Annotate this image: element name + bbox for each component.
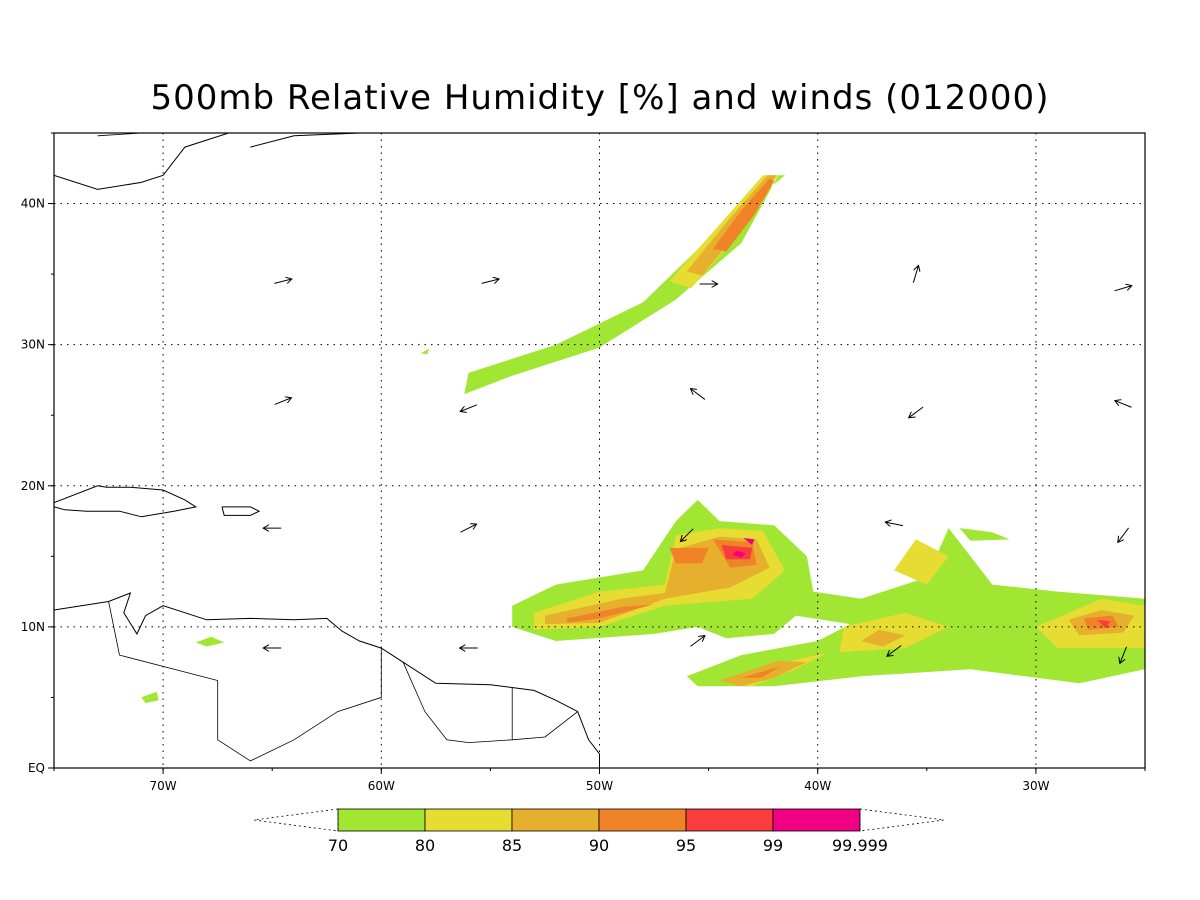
wind-arrow-1 [481, 279, 499, 283]
wind-arrow-3 [912, 265, 918, 283]
colorbar-swatch-1 [424, 808, 513, 832]
x-tick-label: 30W [1022, 779, 1049, 793]
colorbar-level-label: 80 [415, 836, 435, 855]
wind-arrow-17 [690, 636, 704, 647]
humidity-region-22 [743, 538, 755, 545]
coastline-layer [54, 133, 600, 768]
colorbar-swatch-5 [772, 808, 861, 832]
wind-arrow-13 [885, 522, 903, 526]
wind-vector-layer [263, 265, 1132, 663]
map-title: 500mb Relative Humidity [%] and winds (0… [150, 78, 1050, 118]
colorbar: 70 80 85 90 95 99 99.999 [253, 808, 945, 855]
coastline-0 [54, 133, 229, 190]
y-tick-label: 40N [21, 197, 45, 211]
colorbar-level-label: 99.999 [832, 836, 888, 855]
colorbar-swatch-2 [511, 808, 600, 832]
wind-arrow-6 [460, 404, 478, 412]
country-boundary-2 [512, 711, 578, 741]
colorbar-swatch-4 [685, 808, 774, 832]
humidity-region-10 [545, 536, 770, 625]
humidity-region-14 [566, 604, 655, 623]
humidity-fill-layer [141, 175, 1145, 704]
colorbar-level-label: 95 [676, 836, 696, 855]
colorbar-swatch-0 [337, 808, 426, 832]
gridline-layer [54, 133, 1145, 768]
humidity-region-26 [141, 691, 159, 704]
wind-arrow-8 [909, 406, 924, 418]
humidity-region-20 [1097, 619, 1111, 629]
country-boundary-0 [108, 601, 382, 762]
coastline-2 [424, 133, 433, 134]
humidity-region-6 [839, 612, 949, 653]
wind-arrow-4 [1114, 286, 1132, 292]
x-tick-label: 60W [368, 779, 395, 793]
humidity-region-7 [894, 539, 949, 585]
colorbar-low-extension [253, 808, 339, 832]
humidity-region-3 [713, 178, 775, 252]
humidity-region-18 [741, 666, 781, 678]
colorbar-level-label: 85 [502, 836, 522, 855]
humidity-region-15 [669, 547, 709, 564]
y-tick-label: 20N [21, 479, 45, 493]
wind-arrow-7 [690, 389, 706, 400]
x-tick-label: 50W [586, 779, 613, 793]
colorbar-swatch-3 [598, 808, 687, 832]
humidity-region-21 [732, 550, 746, 558]
colorbar-level-label: 99 [763, 836, 783, 855]
colorbar-level-label: 70 [328, 836, 348, 855]
coastline-1 [250, 133, 361, 148]
y-tick-label: EQ [28, 761, 45, 775]
wind-arrow-12 [680, 528, 694, 542]
x-tick-label: 70W [150, 779, 177, 793]
humidity-region-4 [512, 499, 1145, 687]
colorbar-level-label: 90 [589, 836, 609, 855]
wind-arrow-0 [274, 279, 291, 283]
coastline-3 [54, 485, 198, 518]
x-tick-label: 40W [804, 779, 831, 793]
wind-arrow-11 [460, 524, 477, 533]
wind-arrow-19 [1120, 646, 1127, 664]
y-tick-label: 30N [21, 338, 45, 352]
wind-arrow-18 [887, 645, 902, 656]
humidity-region-23 [959, 528, 1010, 541]
axis-tick-layer: 70W 60W 50W 40W 30W EQ 10N 20N 30N 40N [21, 132, 1146, 793]
humidity-region-24 [420, 348, 430, 355]
wind-arrow-14 [1118, 527, 1129, 542]
coastline-4 [221, 506, 261, 516]
country-boundary-1 [402, 662, 513, 744]
country-boundary-4 [97, 133, 229, 137]
humidity-region-25 [195, 636, 225, 647]
wind-arrow-9 [1115, 401, 1132, 408]
humidity-region-11 [861, 629, 905, 647]
y-tick-label: 10N [21, 620, 45, 634]
humidity-region-0 [464, 175, 785, 395]
colorbar-high-extension [859, 808, 945, 832]
wind-arrow-5 [274, 398, 292, 405]
